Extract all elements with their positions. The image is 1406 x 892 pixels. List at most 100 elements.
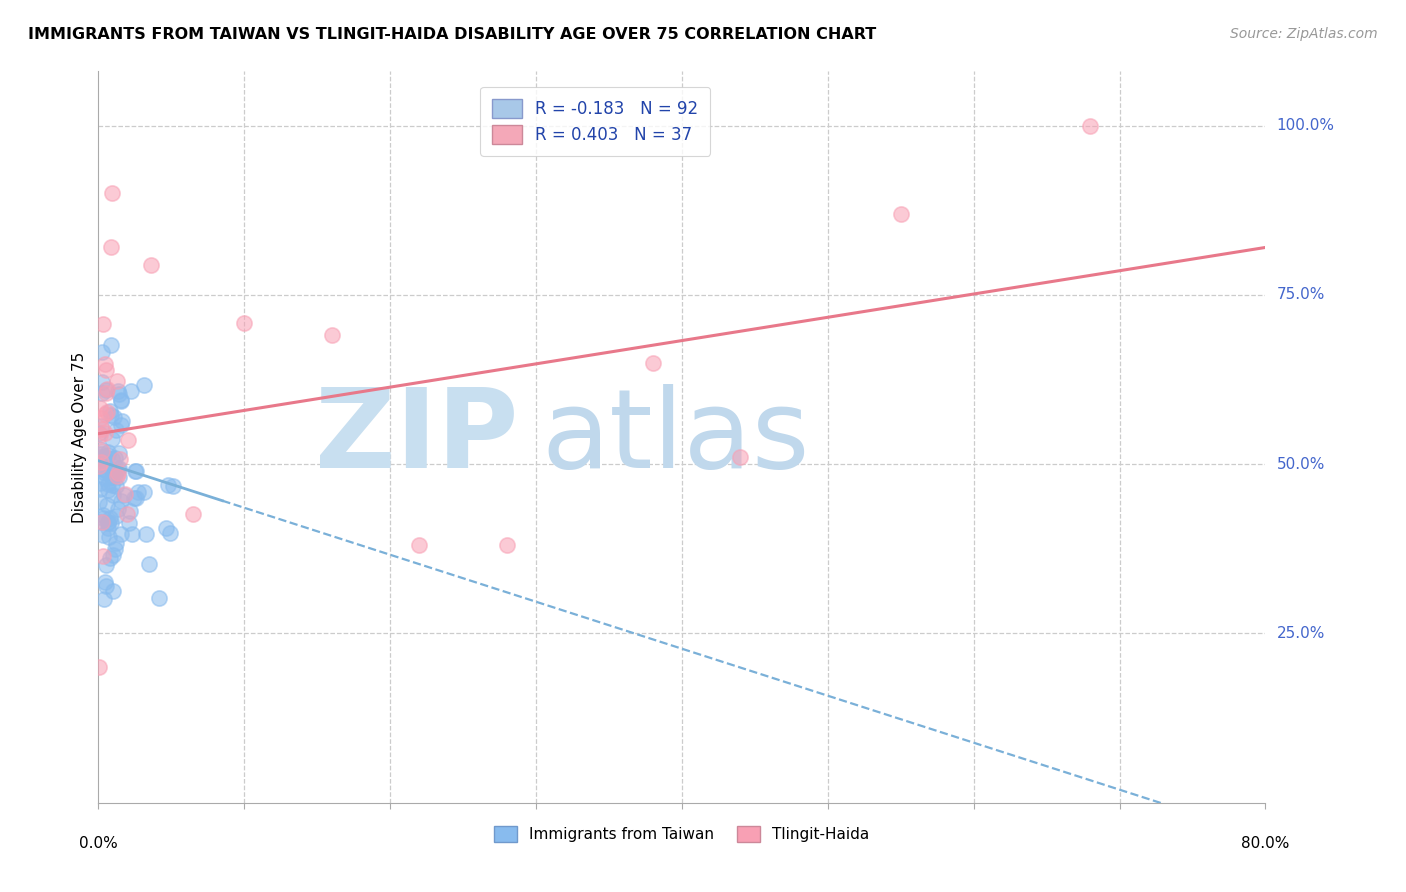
- Point: [100, 469, 122, 483]
- Point: [114, 486, 136, 500]
- Point: [890, 206, 912, 220]
- Point: [135, 527, 157, 541]
- Point: [98, 511, 121, 525]
- Point: [93, 450, 115, 464]
- Point: [89, 401, 111, 415]
- Point: [181, 507, 204, 521]
- Point: [111, 414, 134, 428]
- Point: [156, 478, 179, 492]
- Point: [408, 538, 430, 552]
- Y-axis label: Disability Age Over 75: Disability Age Over 75: [72, 351, 87, 523]
- Point: [94, 453, 117, 467]
- Point: [89, 482, 111, 496]
- Point: [90, 515, 112, 529]
- Point: [98, 551, 121, 566]
- Point: [89, 425, 111, 440]
- Point: [103, 583, 125, 598]
- Point: [162, 478, 184, 492]
- Text: ZIP: ZIP: [315, 384, 519, 491]
- Point: [96, 498, 118, 512]
- Point: [91, 510, 114, 524]
- Point: [139, 259, 162, 273]
- Point: [108, 470, 131, 484]
- Point: [104, 423, 127, 437]
- Point: [127, 485, 149, 500]
- Point: [89, 442, 111, 457]
- Point: [96, 464, 118, 478]
- Point: [97, 530, 120, 544]
- Point: [94, 466, 117, 480]
- Point: [107, 384, 129, 398]
- Point: [90, 515, 112, 529]
- Text: 75.0%: 75.0%: [1277, 287, 1324, 302]
- Point: [103, 465, 125, 479]
- Point: [107, 501, 129, 516]
- Point: [155, 520, 177, 534]
- Point: [100, 477, 122, 491]
- Point: [101, 488, 124, 502]
- Point: [100, 409, 122, 423]
- Point: [112, 488, 135, 502]
- Point: [110, 493, 132, 508]
- Point: [132, 378, 155, 392]
- Point: [90, 455, 112, 469]
- Legend: Immigrants from Taiwan, Tlingit-Haida: Immigrants from Taiwan, Tlingit-Haida: [486, 819, 877, 850]
- Point: [138, 557, 160, 571]
- Point: [117, 507, 139, 521]
- Point: [100, 240, 122, 254]
- Point: [641, 355, 664, 369]
- Point: [94, 575, 117, 590]
- Point: [496, 538, 519, 552]
- Point: [108, 387, 131, 401]
- Point: [125, 491, 148, 505]
- Point: [110, 451, 132, 466]
- Point: [90, 444, 112, 458]
- Point: [96, 405, 118, 419]
- Point: [103, 410, 125, 425]
- Point: [89, 458, 111, 473]
- Point: [89, 476, 111, 491]
- Point: [90, 447, 112, 461]
- Point: [96, 383, 118, 397]
- Point: [90, 418, 112, 433]
- Point: [121, 527, 143, 541]
- Point: [97, 516, 120, 530]
- Point: [90, 450, 112, 464]
- Text: 25.0%: 25.0%: [1277, 626, 1324, 641]
- Point: [94, 362, 117, 376]
- Point: [90, 422, 112, 436]
- Text: 0.0%: 0.0%: [79, 836, 118, 851]
- Point: [107, 446, 129, 460]
- Point: [91, 376, 114, 390]
- Point: [96, 382, 118, 396]
- Point: [233, 317, 256, 331]
- Point: [110, 394, 132, 409]
- Point: [96, 459, 118, 474]
- Text: IMMIGRANTS FROM TAIWAN VS TLINGIT-HAIDA DISABILITY AGE OVER 75 CORRELATION CHART: IMMIGRANTS FROM TAIWAN VS TLINGIT-HAIDA …: [28, 27, 876, 42]
- Point: [93, 450, 115, 465]
- Point: [97, 520, 120, 534]
- Point: [91, 528, 114, 542]
- Point: [91, 345, 114, 359]
- Point: [97, 445, 120, 459]
- Point: [1080, 119, 1102, 133]
- Point: [97, 515, 120, 529]
- Point: [105, 508, 128, 523]
- Point: [97, 448, 120, 462]
- Point: [94, 463, 117, 477]
- Point: [108, 460, 131, 475]
- Point: [94, 408, 117, 422]
- Point: [104, 450, 127, 465]
- Text: 80.0%: 80.0%: [1241, 836, 1289, 851]
- Point: [101, 452, 124, 467]
- Point: [104, 465, 127, 479]
- Point: [93, 357, 115, 371]
- Point: [93, 426, 115, 441]
- Point: [100, 516, 122, 530]
- Point: [159, 525, 181, 540]
- Point: [101, 186, 124, 201]
- Point: [104, 542, 127, 557]
- Point: [98, 404, 121, 418]
- Point: [110, 417, 132, 432]
- Point: [321, 327, 343, 342]
